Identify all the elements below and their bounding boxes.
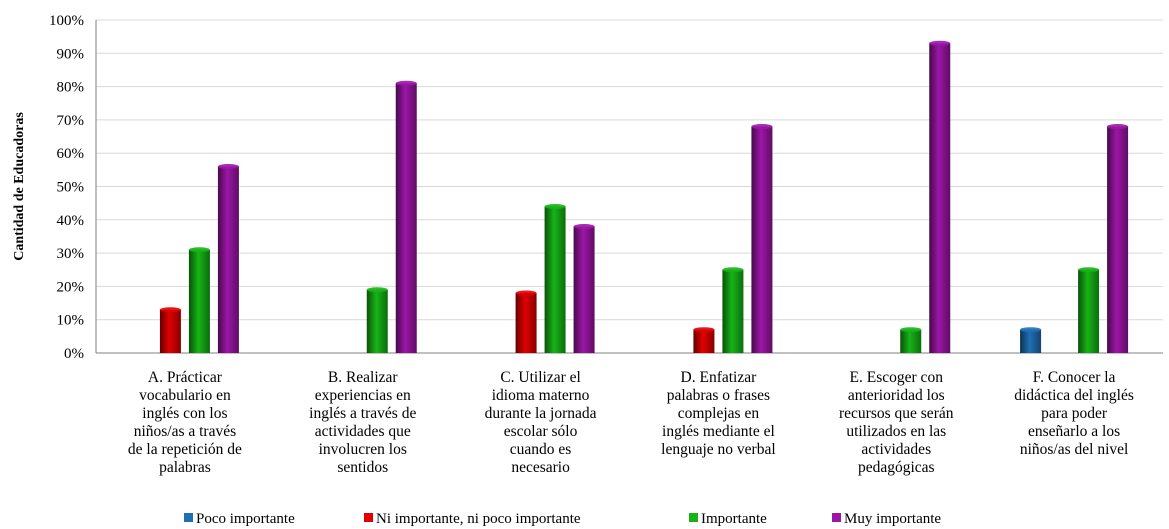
x-tick-label: D. Enfatizar — [681, 369, 758, 386]
legend-swatch — [184, 513, 193, 522]
x-tick-label: pedagógicas — [858, 459, 935, 476]
x-tick-label: idioma materno — [492, 387, 590, 404]
y-axis-label: Cantidad de Educadoras — [12, 112, 27, 261]
bar — [1107, 126, 1129, 353]
bar-top — [544, 203, 566, 209]
y-tick-label: 40% — [57, 213, 85, 229]
bar — [515, 293, 537, 353]
x-tick-label: actividades que — [315, 423, 411, 440]
bar-top — [722, 267, 744, 273]
x-tick-label: C. Utilizar el — [500, 369, 581, 386]
x-tick-label: recursos que serán — [839, 405, 954, 422]
x-tick-label: palabras — [159, 459, 211, 476]
legend-label: Importante — [701, 511, 767, 527]
y-tick-label: 50% — [57, 180, 85, 196]
x-tick-label: vocabulario en — [139, 387, 231, 404]
bar-top — [929, 40, 951, 46]
bar — [1020, 329, 1042, 353]
x-tick-label: sentidos — [337, 459, 388, 476]
x-tick-label: didáctica del inglés — [1014, 387, 1134, 404]
x-tick-label: inglés con los — [142, 405, 227, 422]
bar — [751, 126, 773, 353]
y-tick-label: 70% — [57, 113, 85, 129]
x-tick-label: complejas en — [678, 405, 760, 422]
x-tick-label: B. Realizar — [328, 369, 399, 386]
bar-top — [395, 80, 417, 86]
bar-top — [1107, 124, 1129, 130]
bar-top — [188, 247, 210, 253]
y-tick-label: 30% — [57, 246, 85, 262]
x-tick-label: necesario — [511, 459, 570, 476]
bar — [366, 289, 388, 353]
x-tick-label: F. Conocer la — [1033, 369, 1116, 386]
bar-top — [900, 327, 922, 333]
x-tick-label: para poder — [1041, 405, 1108, 422]
y-tick-label: 20% — [57, 279, 85, 295]
y-tick-label: 100% — [49, 13, 84, 29]
y-tick-label: 90% — [57, 46, 85, 62]
x-tick-label: palabras o frases — [667, 387, 770, 404]
y-tick-label: 0% — [64, 346, 84, 362]
bar-top — [751, 124, 773, 130]
legend-swatch — [832, 513, 841, 522]
y-tick-label: 10% — [57, 313, 85, 329]
bar — [217, 166, 239, 353]
bar — [900, 329, 922, 353]
legend-swatch — [364, 513, 373, 522]
x-tick-label: A. Prácticar — [148, 369, 223, 386]
bar — [395, 83, 417, 354]
bar — [1078, 269, 1100, 353]
x-tick-label: actividades — [861, 441, 931, 458]
bar-top — [217, 164, 239, 170]
x-tick-label: utilizados en las — [846, 423, 946, 440]
x-tick-label: enseñarlo a los — [1028, 423, 1120, 440]
bar-top — [159, 307, 181, 313]
x-tick-label: anterioridad los — [848, 387, 945, 404]
x-tick-label: escolar sólo — [504, 423, 578, 440]
y-tick-label: 60% — [57, 146, 85, 162]
bar-top — [366, 287, 388, 293]
bar — [188, 249, 210, 353]
x-tick-label: durante la jornada — [485, 405, 597, 422]
x-tick-label: lenguaje no verbal — [661, 441, 775, 458]
bar — [544, 206, 566, 353]
x-tick-label: involucren los — [319, 441, 407, 458]
bar — [929, 43, 951, 354]
bar — [159, 309, 181, 353]
bar-top — [573, 223, 595, 229]
x-tick-label: E. Escoger con — [850, 369, 944, 386]
x-tick-label: niños/as a través — [134, 423, 236, 440]
x-tick-label: experiencias en — [315, 387, 411, 404]
legend-label: Muy importante — [844, 511, 941, 527]
legend-label: Ni importante, ni poco importante — [376, 511, 581, 527]
bar-top — [1078, 267, 1100, 273]
y-tick-label: 80% — [57, 80, 85, 96]
x-tick-label: inglés a través de — [309, 405, 416, 422]
bar-top — [515, 290, 537, 296]
legend-swatch — [689, 513, 698, 522]
bar — [693, 329, 715, 353]
x-tick-label: niños/as del nivel — [1020, 441, 1129, 458]
bar — [722, 269, 744, 353]
bar — [573, 226, 595, 353]
x-tick-label: cuando es — [510, 441, 572, 458]
legend-label: Poco importante — [196, 511, 295, 527]
x-tick-label: de la repetición de — [128, 441, 242, 458]
bar-top — [1020, 327, 1042, 333]
bar-top — [693, 327, 715, 333]
x-tick-label: inglés mediante el — [662, 423, 775, 440]
